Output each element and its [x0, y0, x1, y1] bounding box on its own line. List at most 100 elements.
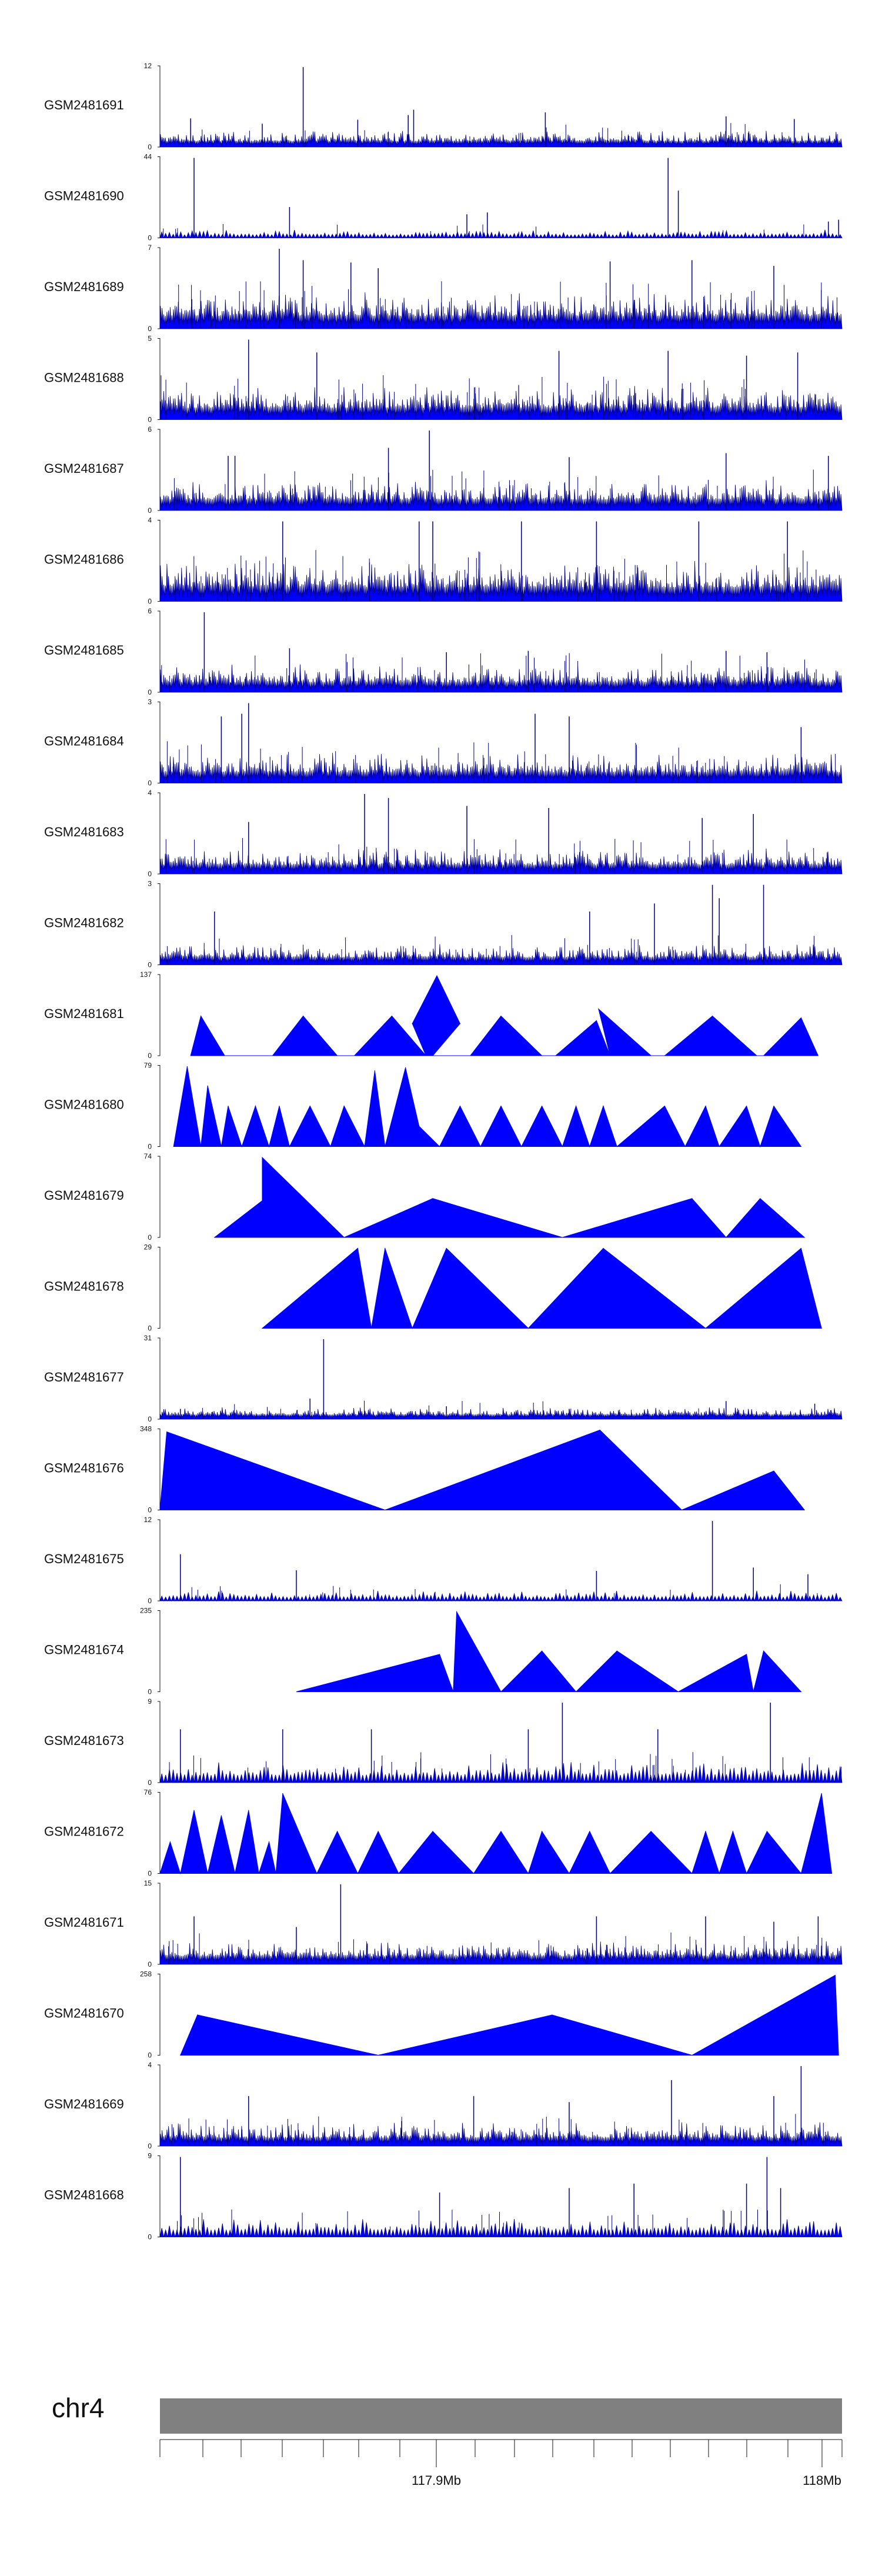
y-min-label: 0	[148, 1597, 152, 1605]
y-axis	[158, 1156, 161, 1238]
y-max-label: 4	[148, 789, 152, 797]
coverage-area	[159, 1590, 843, 1602]
coverage-area	[213, 1156, 806, 1238]
y-axis	[158, 1792, 161, 1874]
track-label: GSM2481671	[44, 1915, 124, 1930]
y-min-label: 0	[148, 325, 152, 333]
coverage-peak	[405, 1067, 406, 1068]
y-min-label: 0	[148, 870, 152, 878]
track-label: GSM2481687	[44, 461, 124, 476]
y-axis	[158, 792, 161, 875]
y-min-label: 0	[148, 1778, 152, 1787]
y-axis	[158, 883, 161, 965]
track-label: GSM2481679	[44, 1188, 124, 1203]
coverage-area	[190, 975, 819, 1056]
y-min-label: 0	[148, 1233, 152, 1242]
coverage-area	[261, 1247, 822, 1329]
y-max-label: 348	[140, 1425, 152, 1433]
y-axis	[158, 1610, 161, 1692]
y-min-label: 0	[148, 2051, 152, 2060]
coverage-peak	[596, 1020, 597, 1021]
y-max-label: 235	[140, 1607, 152, 1615]
track-label: GSM2481682	[44, 916, 124, 930]
y-max-label: 137	[140, 970, 152, 979]
coverage-area	[159, 2218, 843, 2238]
y-axis	[158, 2064, 161, 2147]
y-min-label: 0	[148, 1688, 152, 1696]
track-GSM2481683: GSM2481683 4 0	[44, 789, 843, 878]
coverage-peak	[691, 1198, 693, 1199]
track-GSM2481690: GSM2481690 44 0	[44, 153, 843, 242]
y-max-label: 3	[148, 698, 152, 706]
coverage-peak	[834, 1974, 836, 1976]
chromosome-label: chr4	[52, 2393, 104, 2423]
track-GSM2481676: GSM2481676 348 0	[44, 1425, 806, 1514]
track-label: GSM2481675	[44, 1551, 124, 1566]
coverage-area	[296, 1610, 802, 1693]
track-GSM2481669: GSM2481669 4 0	[44, 2061, 843, 2150]
y-max-label: 31	[144, 1334, 152, 1342]
y-axis	[158, 156, 161, 238]
track-label: GSM2481686	[44, 552, 124, 567]
y-min-label: 0	[148, 1506, 152, 1514]
track-label: GSM2481673	[44, 1733, 124, 1748]
track-GSM2481671: GSM2481671 15 0	[44, 1879, 843, 1968]
y-max-label: 12	[144, 1516, 152, 1524]
y-max-label: 79	[144, 1062, 152, 1070]
coverage-peak	[446, 1247, 447, 1249]
coverage-area	[159, 848, 843, 875]
track-label: GSM2481670	[44, 2006, 124, 2021]
coverage-peak	[821, 1793, 822, 1794]
coverage-area	[159, 944, 843, 965]
track-label: GSM2481681	[44, 1006, 124, 1021]
track-GSM2481680: GSM2481680 79 0	[44, 1062, 802, 1151]
track-GSM2481672: GSM2481672 76 0	[44, 1788, 833, 1878]
coverage-area	[159, 752, 843, 783]
y-min-label: 0	[148, 143, 152, 151]
y-axis	[158, 65, 161, 148]
track-label: GSM2481690	[44, 189, 124, 203]
y-axis	[158, 610, 161, 693]
y-axis	[158, 1701, 161, 1783]
coverage-area	[159, 292, 843, 329]
track-GSM2481673: GSM2481673 9 0	[44, 1697, 843, 1787]
y-min-label: 0	[148, 1143, 152, 1151]
y-axis	[158, 429, 161, 511]
coverage-peak	[282, 1793, 283, 1794]
y-min-label: 0	[148, 2233, 152, 2241]
y-max-label: 6	[148, 425, 152, 433]
track-label: GSM2481680	[44, 1097, 124, 1112]
track-GSM2481679: GSM2481679 74 0	[44, 1152, 806, 1242]
coverage-peak	[436, 975, 437, 976]
y-axis	[158, 1974, 161, 2056]
coverage-tracks: GSM2481691120GSM2481690440GSM248168970GS…	[44, 62, 843, 2241]
y-min-label: 0	[148, 1870, 152, 1878]
track-GSM2481689: GSM2481689 7 0	[44, 243, 843, 333]
y-max-label: 74	[144, 1152, 152, 1160]
y-axis	[158, 1883, 161, 1965]
y-max-label: 6	[148, 607, 152, 615]
coverage-area	[159, 1762, 843, 1783]
coverage-peak	[169, 1841, 171, 1843]
chromosome-bar	[160, 2398, 842, 2434]
coverage-area	[159, 664, 843, 693]
track-label: GSM2481683	[44, 825, 124, 839]
y-min-label: 0	[148, 506, 152, 515]
coverage-peak	[186, 1066, 188, 1067]
y-max-label: 4	[148, 2061, 152, 2069]
y-axis	[158, 247, 161, 329]
y-min-label: 0	[148, 1960, 152, 1968]
track-label: GSM2481689	[44, 279, 124, 294]
track-GSM2481681: GSM2481681 137 0	[44, 970, 819, 1060]
y-max-label: 258	[140, 1970, 152, 1978]
y-max-label: 9	[148, 1697, 152, 1706]
y-axis	[158, 1337, 161, 1420]
track-GSM2481674: GSM2481674 235 0	[44, 1607, 802, 1696]
y-axis	[158, 338, 161, 420]
track-label: GSM2481676	[44, 1461, 124, 1476]
y-max-label: 15	[144, 1879, 152, 1887]
y-min-label: 0	[148, 688, 152, 696]
y-max-label: 3	[148, 880, 152, 888]
coverage-peak	[193, 1810, 195, 1811]
